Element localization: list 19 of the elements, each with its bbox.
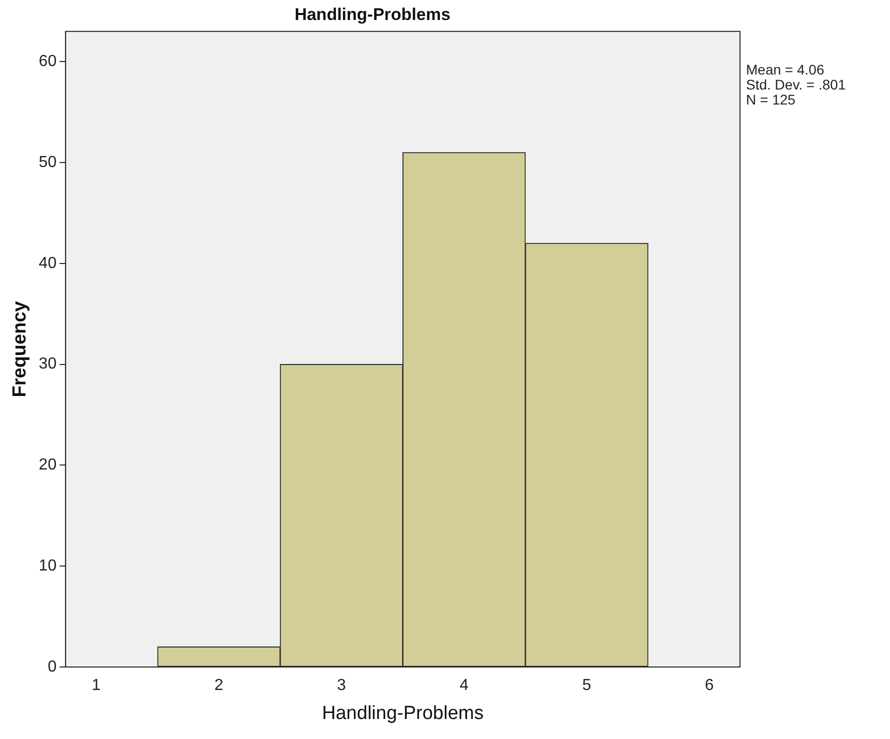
x-axis-title: Handling-Problems <box>322 702 484 724</box>
x-tick-label: 1 <box>92 677 101 694</box>
text: Std. Dev. = .801 <box>746 76 846 92</box>
y-tick-label: 50 <box>38 154 57 171</box>
y-tick-label: 10 <box>38 558 57 575</box>
y-tick-label: 0 <box>48 658 57 676</box>
x-tick-label: 4 <box>460 677 469 694</box>
y-axis-title: Frequency <box>10 300 31 398</box>
x-tick-label: 6 <box>704 677 714 694</box>
y-tick-label: 20 <box>38 456 57 474</box>
y-tick-label: 40 <box>38 254 57 272</box>
x-tick-label: 2 <box>214 677 224 694</box>
x-tick-label: 3 <box>337 677 346 694</box>
y-tick-label: 60 <box>38 53 57 70</box>
text: Mean = 4.06 <box>746 61 824 78</box>
chart-title: Handling-Problems <box>294 4 450 24</box>
text: N = 125 <box>746 91 796 108</box>
y-tick-label: 30 <box>38 356 57 373</box>
x-tick-label: 5 <box>582 677 592 694</box>
